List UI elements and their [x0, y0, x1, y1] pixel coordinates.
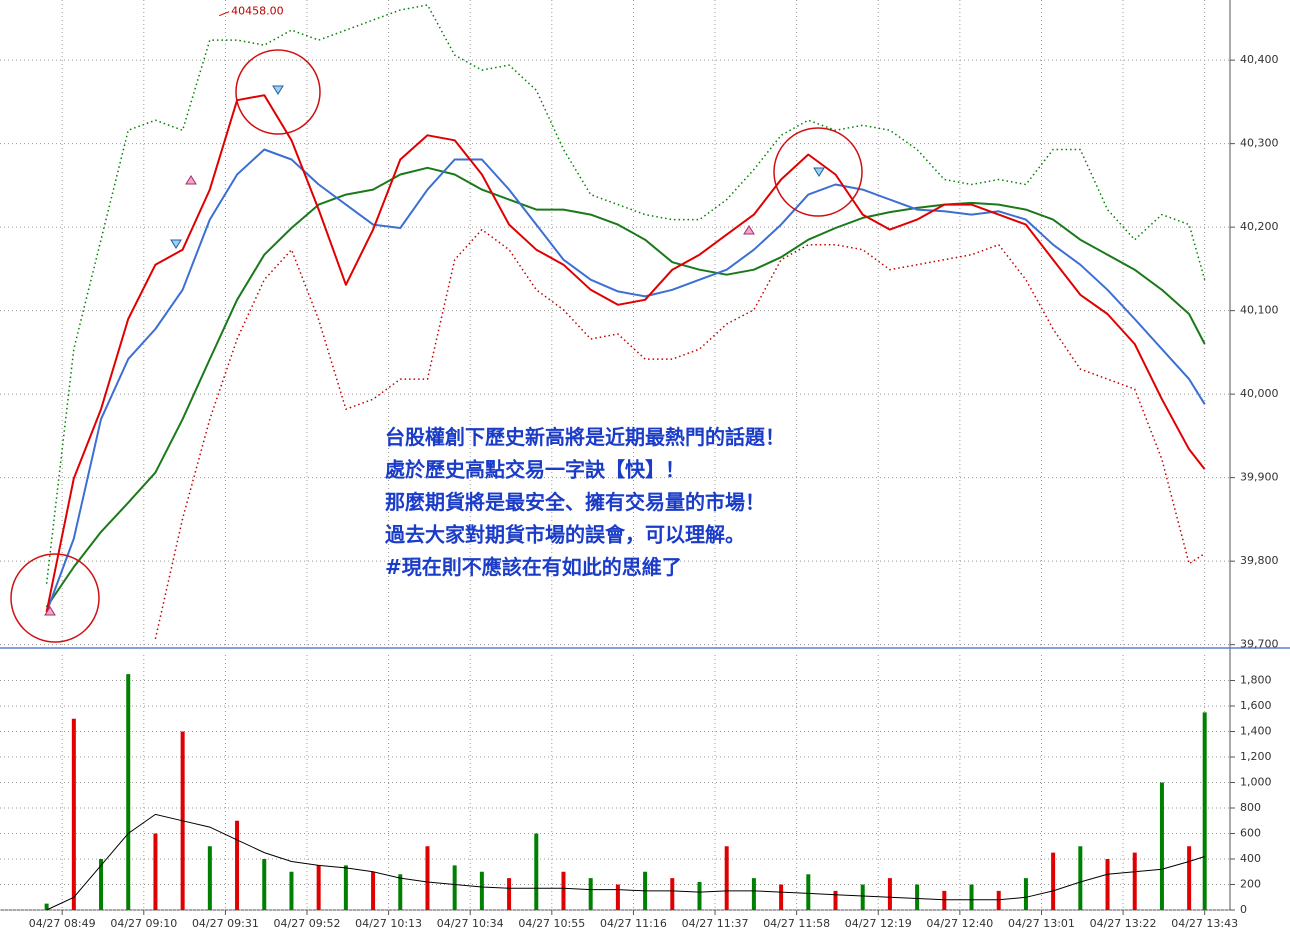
y-tick-label: 1,800 — [1240, 674, 1272, 687]
x-tick-label: 04/27 09:52 — [274, 917, 341, 930]
y-tick-label: 200 — [1240, 878, 1261, 891]
volume-bar — [806, 874, 811, 910]
volume-bar — [1023, 878, 1028, 910]
volume-bar — [452, 865, 457, 910]
volume-bar — [942, 890, 947, 910]
volume-bar — [507, 878, 512, 910]
y-tick-label: 800 — [1240, 801, 1261, 814]
highlight-circle — [10, 553, 100, 643]
x-tick-label: 04/27 11:16 — [600, 917, 667, 930]
y-tick-label: 40,100 — [1240, 304, 1279, 317]
volume-bar — [670, 878, 675, 910]
moving-average — [45, 94, 1206, 613]
sell-arrow — [170, 85, 825, 249]
volume-bar — [316, 865, 321, 910]
volume-bar — [1051, 852, 1056, 910]
high-label: 40458.00 — [231, 5, 284, 18]
volume-bar — [207, 846, 212, 910]
y-tick-label: 1,600 — [1240, 699, 1272, 712]
volume-bar — [697, 881, 702, 910]
x-tick-label: 04/27 10:13 — [355, 917, 422, 930]
y-tick-label: 39,900 — [1240, 471, 1279, 484]
y-tick-label: 0 — [1240, 903, 1247, 916]
volume-bar — [289, 871, 294, 910]
y-tick-label: 400 — [1240, 852, 1261, 865]
highlight-circle — [773, 127, 863, 217]
x-tick-label: 04/27 13:43 — [1171, 917, 1238, 930]
volume-bar — [1132, 852, 1137, 910]
x-tick-label: 04/27 13:22 — [1090, 917, 1157, 930]
x-tick-label: 04/27 08:49 — [29, 917, 96, 930]
x-tick-label: 04/27 13:01 — [1008, 917, 1075, 930]
volume-bar — [262, 859, 267, 910]
moving-average — [45, 148, 1206, 613]
volume-bar — [99, 859, 104, 910]
volume-bar — [724, 846, 729, 910]
y-tick-label: 39,700 — [1240, 638, 1279, 651]
y-tick-label: 40,400 — [1240, 53, 1279, 66]
annotation: 台股權創下歷史新高將是近期最熱門的話題！ — [385, 425, 785, 449]
x-tick-label: 04/27 09:10 — [110, 917, 177, 930]
volume-bar — [71, 718, 76, 910]
volume-bar — [235, 820, 240, 910]
volume-bar — [1159, 782, 1164, 910]
y-tick-label: 40,200 — [1240, 220, 1279, 233]
volume-bar — [153, 833, 158, 910]
annotation: 那麼期貨將是最安全、擁有交易量的市場！ — [385, 490, 765, 514]
volume-bar — [371, 871, 376, 910]
x-tick-label: 04/27 12:19 — [845, 917, 912, 930]
x-tick-label: 04/27 10:34 — [437, 917, 504, 930]
volume-bar — [534, 833, 539, 910]
y-tick-label: 1,000 — [1240, 776, 1272, 789]
volume-bar — [1105, 859, 1110, 910]
y-tick-label: 40,000 — [1240, 387, 1279, 400]
annotation: 過去大家對期貨市場的誤會，可以理解。 — [385, 523, 745, 547]
volume-bar — [833, 890, 838, 910]
x-tick-label: 04/27 11:58 — [763, 917, 830, 930]
y-tick-label: 1,400 — [1240, 725, 1272, 738]
volume-bar — [996, 890, 1001, 910]
volume-bar — [615, 884, 620, 910]
volume-bar — [1078, 846, 1083, 910]
highlight-circle — [235, 49, 321, 135]
volume-bar — [425, 846, 430, 910]
volume-bar — [126, 674, 131, 910]
volume-bar — [561, 871, 566, 910]
volume-bar — [751, 878, 756, 910]
high-marker — [218, 11, 230, 17]
volume-bar — [588, 878, 593, 910]
volume-bar — [44, 903, 49, 910]
volume-average — [46, 813, 1205, 911]
x-tick-label: 04/27 11:37 — [682, 917, 749, 930]
volume-bar — [398, 874, 403, 910]
x-tick-label: 04/27 09:31 — [192, 917, 259, 930]
volume-bar — [915, 884, 920, 910]
volume-bar — [969, 884, 974, 910]
x-tick-label: 04/27 10:55 — [518, 917, 585, 930]
volume-bar — [479, 871, 484, 910]
x-tick-label: 04/27 12:40 — [926, 917, 993, 930]
y-tick-label: 600 — [1240, 827, 1261, 840]
y-tick-label: 39,800 — [1240, 554, 1279, 567]
volume-bar — [1202, 712, 1207, 910]
annotation: 處於歷史高點交易一字訣【快】！ — [385, 458, 685, 482]
bollinger-band — [45, 4, 1206, 584]
y-tick-label: 40,300 — [1240, 137, 1279, 150]
volume-bar — [779, 884, 784, 910]
volume-bar — [887, 878, 892, 910]
moving-average — [45, 166, 1206, 608]
volume-bar — [860, 884, 865, 910]
buy-arrow — [44, 175, 755, 616]
annotation: #現在則不應該在有如此的思維了 — [385, 555, 682, 579]
volume-bar — [343, 865, 348, 910]
volume-bar — [1187, 846, 1192, 910]
y-tick-label: 1,200 — [1240, 750, 1272, 763]
bollinger-band — [154, 228, 1206, 639]
